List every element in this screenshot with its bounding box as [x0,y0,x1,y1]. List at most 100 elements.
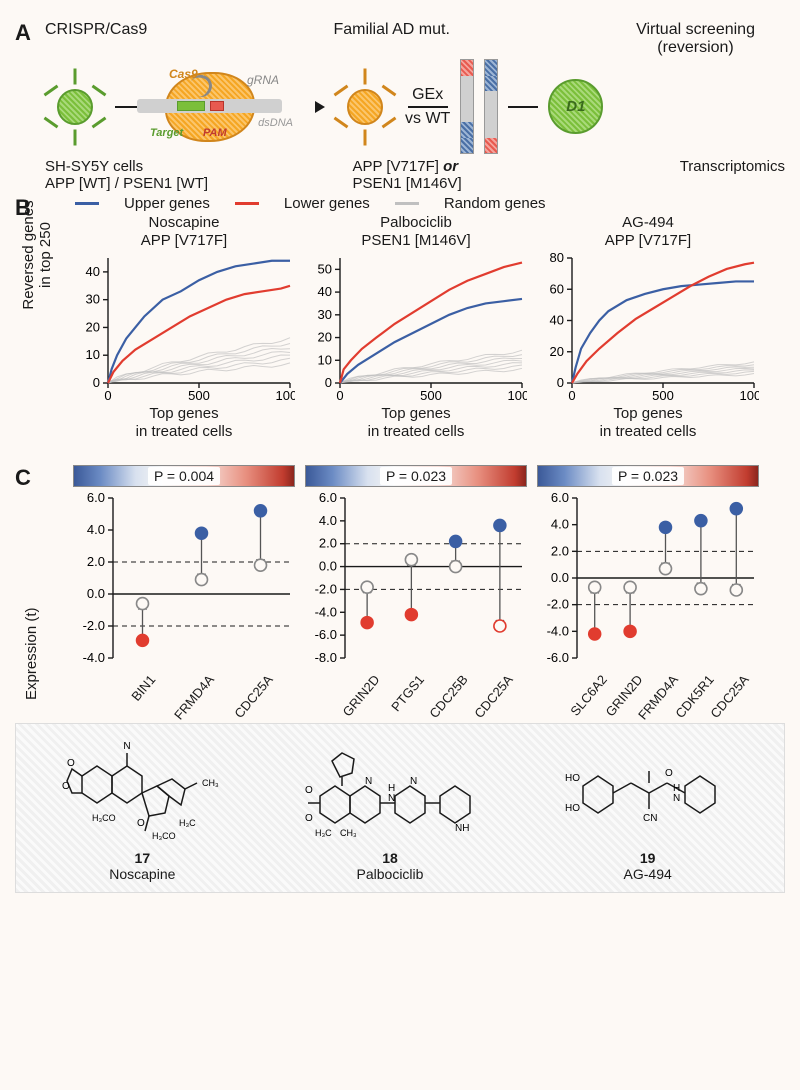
svg-text:-2.0: -2.0 [547,597,569,612]
svg-text:10: 10 [318,352,332,367]
molecule-palbociclib: O H N N N NH H₃C CH₃ O 18 Palbociclib [280,731,500,882]
panel-a-label: A [15,20,31,46]
expression-chart: P = 0.023-8.0-6.0-4.0-2.00.02.04.06.0GRI… [305,465,527,668]
stripe-column-2-icon [484,59,498,154]
svg-text:10: 10 [86,347,100,362]
svg-text:50: 50 [318,261,332,276]
svg-text:30: 30 [86,292,100,307]
svg-text:H₃C: H₃C [315,828,332,838]
molecule-palbociclib-icon: O H N N N NH H₃C CH₃ O [280,731,500,846]
svg-text:500: 500 [188,388,210,403]
virtual-text: Virtual screening(reversion) [636,21,755,57]
p-value-bar: P = 0.004 [73,465,295,487]
svg-text:H₃CO: H₃CO [92,813,116,823]
svg-text:-2.0: -2.0 [83,618,105,633]
neuron-mut-icon [335,77,395,137]
svg-text:1000: 1000 [276,388,295,403]
cas9-diagram-icon: Cas9 gRNA Target PAM dsDNA [155,67,265,147]
line-chart: NoscapineAPP [V717F]01020304005001000Top… [73,214,295,441]
expression-chart: P = 0.004-4.0-2.00.02.04.06.0BIN1FRMD4AC… [73,465,295,668]
svg-text:O: O [62,781,70,792]
svg-text:4.0: 4.0 [319,513,337,528]
svg-text:0.0: 0.0 [87,586,105,601]
legend-upper-swatch [75,202,99,205]
svg-text:0: 0 [336,388,343,403]
svg-text:2.0: 2.0 [87,554,105,569]
svg-text:-2.0: -2.0 [315,581,337,596]
svg-text:N: N [124,741,131,752]
svg-text:0: 0 [557,375,564,390]
svg-text:1000: 1000 [740,388,759,403]
panel-a: A CRISPR/Cas9 Familial AD mut. Virtual s… [15,15,785,190]
molecule-ag494: HO HO CN O N H 19 AG-494 [553,731,743,882]
svg-text:CH₃: CH₃ [340,828,357,838]
svg-text:H: H [673,783,680,794]
svg-text:30: 30 [318,307,332,322]
svg-text:60: 60 [550,281,564,296]
molecule-noscapine-icon: N CH₃ H₃CO H₃CO H₃C O O O [57,731,227,846]
svg-text:HO: HO [565,773,580,784]
svg-text:1000: 1000 [508,388,527,403]
svg-text:0: 0 [104,388,111,403]
svg-text:N: N [365,776,372,787]
svg-text:40: 40 [318,284,332,299]
svg-text:O: O [67,758,75,769]
line-chart: AG-494APP [V717F]02040608005001000Top ge… [537,214,759,441]
svg-text:HO: HO [565,803,580,814]
svg-text:O: O [305,813,313,824]
legend-lower-swatch [235,202,259,205]
line-chart: PalbociclibPSEN1 [M146V]0102030405005001… [305,214,527,441]
svg-text:4.0: 4.0 [87,522,105,537]
panel-a-content: CRISPR/Cas9 Familial AD mut. Virtual scr… [45,21,785,192]
svg-text:-4.0: -4.0 [83,650,105,665]
svg-text:CN: CN [643,813,657,824]
svg-text:0: 0 [568,388,575,403]
panel-b-ylabel: Reversed genesin top 250 [20,180,54,330]
svg-text:-6.0: -6.0 [547,650,569,665]
molecule-ag494-icon: HO HO CN O N H [553,731,743,846]
svg-text:N: N [410,776,417,787]
neuron-wt-icon [45,77,105,137]
figure-root: A CRISPR/Cas9 Familial AD mut. Virtual s… [15,15,785,1075]
svg-text:2.0: 2.0 [319,536,337,551]
svg-text:20: 20 [550,344,564,359]
svg-text:20: 20 [318,330,332,345]
svg-text:O: O [665,768,673,779]
panel-b: B Upper genes Lower genes Random genes R… [15,195,785,455]
svg-text:20: 20 [86,319,100,334]
panel-b-legend: Upper genes Lower genes Random genes [75,195,785,212]
svg-text:6.0: 6.0 [319,493,337,505]
p-value-bar: P = 0.023 [305,465,527,487]
svg-text:O: O [137,818,145,829]
svg-text:6.0: 6.0 [87,493,105,505]
svg-text:0.0: 0.0 [551,570,569,585]
legend-random-swatch [395,202,419,205]
svg-text:-4.0: -4.0 [547,623,569,638]
svg-text:0: 0 [325,375,332,390]
transcriptomics-caption: Transcriptomics [680,158,785,192]
expression-chart: P = 0.023-6.0-4.0-2.00.02.04.06.0SLC6A2G… [537,465,759,668]
familial-text: Familial AD mut. [333,21,449,57]
svg-text:-8.0: -8.0 [315,650,337,665]
svg-text:2.0: 2.0 [551,543,569,558]
svg-text:40: 40 [86,264,100,279]
svg-text:CH₃: CH₃ [202,778,219,788]
p-value-bar: P = 0.023 [537,465,759,487]
panel-c-label: C [15,465,31,491]
svg-text:40: 40 [550,313,564,328]
connector-line-2 [508,106,538,108]
gex-fraction: GEx vs WT [405,86,450,128]
svg-text:O: O [305,785,313,796]
panel-c: C Expression (t) P = 0.004 -4.0 -2.0 0.0 2.0… [15,465,785,893]
svg-text:0.0: 0.0 [319,559,337,574]
app-caption: APP [V717F] orPSEN1 [M146V] [352,158,500,192]
svg-text:N: N [673,793,680,804]
svg-text:0: 0 [93,375,100,390]
stripe-column-1-icon [460,59,474,154]
sh-caption: SH-SY5Y cellsAPP [WT] / PSEN1 [WT] [45,158,243,192]
d1-circle-icon: D1 [548,79,603,134]
svg-text:N: N [388,793,395,804]
panel-c-ylabel: Expression (t) [23,607,40,700]
svg-text:-6.0: -6.0 [315,627,337,642]
svg-text:H₃C: H₃C [179,818,196,828]
